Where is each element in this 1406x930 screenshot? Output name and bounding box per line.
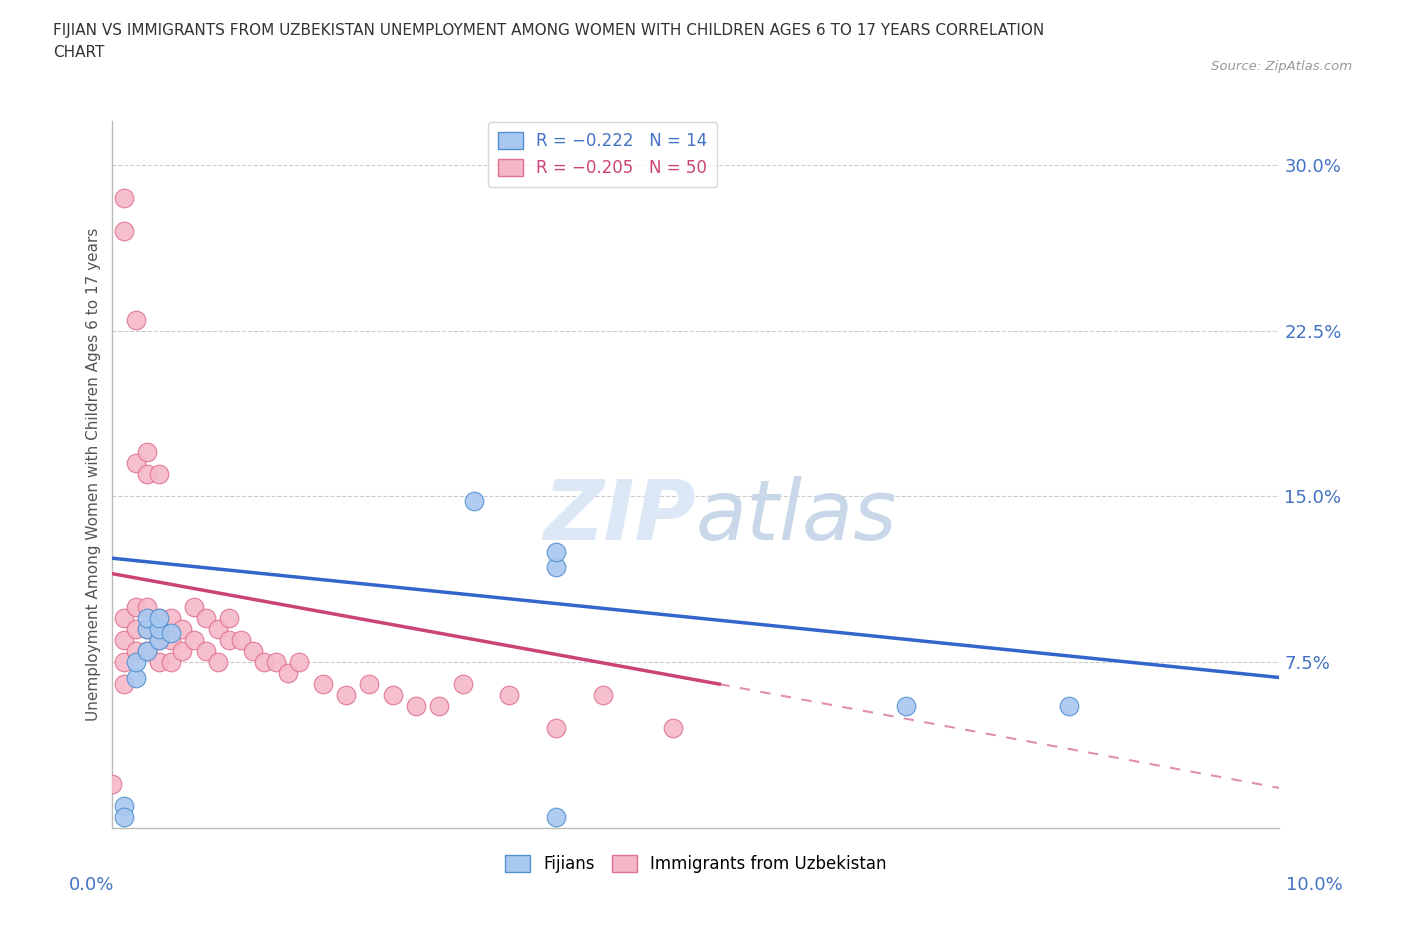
Point	[136, 644, 159, 658]
Point	[172, 621, 194, 636]
Point	[894, 698, 917, 713]
Point	[136, 621, 159, 636]
Point	[335, 688, 357, 703]
Point	[112, 677, 135, 692]
Point	[136, 610, 159, 625]
Point	[125, 621, 148, 636]
Point	[311, 677, 333, 692]
Point	[136, 600, 159, 615]
Point	[463, 493, 485, 508]
Point	[112, 224, 135, 239]
Point	[218, 610, 240, 625]
Point	[148, 655, 170, 670]
Point	[183, 600, 205, 615]
Text: atlas: atlas	[696, 476, 897, 557]
Text: ZIP: ZIP	[543, 476, 696, 557]
Point	[112, 610, 135, 625]
Point	[172, 644, 194, 658]
Point	[381, 688, 404, 703]
Point	[148, 610, 170, 625]
Point	[160, 655, 183, 670]
Point	[498, 688, 520, 703]
Point	[544, 544, 567, 559]
Text: 10.0%: 10.0%	[1286, 876, 1343, 894]
Point	[136, 644, 159, 658]
Point	[242, 644, 264, 658]
Point	[136, 467, 159, 482]
Point	[592, 688, 614, 703]
Legend: Fijians, Immigrants from Uzbekistan: Fijians, Immigrants from Uzbekistan	[499, 848, 893, 880]
Point	[661, 721, 683, 736]
Point	[112, 655, 135, 670]
Point	[544, 809, 567, 824]
Point	[544, 560, 567, 575]
Point	[276, 666, 298, 681]
Point	[1059, 698, 1081, 713]
Point	[125, 644, 148, 658]
Point	[264, 655, 287, 670]
Point	[160, 632, 183, 647]
Point	[125, 655, 148, 670]
Point	[160, 626, 183, 641]
Point	[148, 632, 170, 647]
Point	[405, 698, 427, 713]
Point	[148, 621, 170, 636]
Point	[229, 632, 252, 647]
Point	[359, 677, 381, 692]
Point	[194, 644, 217, 658]
Point	[112, 632, 135, 647]
Point	[451, 677, 474, 692]
Point	[136, 445, 159, 459]
Point	[136, 621, 159, 636]
Text: 0.0%: 0.0%	[69, 876, 114, 894]
Y-axis label: Unemployment Among Women with Children Ages 6 to 17 years: Unemployment Among Women with Children A…	[86, 228, 101, 721]
Point	[218, 632, 240, 647]
Point	[288, 655, 311, 670]
Point	[101, 776, 124, 790]
Point	[544, 721, 567, 736]
Point	[207, 621, 229, 636]
Point	[112, 809, 135, 824]
Point	[183, 632, 205, 647]
Point	[125, 312, 148, 327]
Point	[253, 655, 276, 670]
Text: FIJIAN VS IMMIGRANTS FROM UZBEKISTAN UNEMPLOYMENT AMONG WOMEN WITH CHILDREN AGES: FIJIAN VS IMMIGRANTS FROM UZBEKISTAN UNE…	[53, 23, 1045, 60]
Point	[148, 632, 170, 647]
Point	[207, 655, 229, 670]
Point	[112, 191, 135, 206]
Point	[160, 610, 183, 625]
Point	[125, 670, 148, 684]
Point	[125, 456, 148, 471]
Point	[194, 610, 217, 625]
Text: Source: ZipAtlas.com: Source: ZipAtlas.com	[1212, 60, 1353, 73]
Point	[148, 467, 170, 482]
Point	[112, 798, 135, 813]
Point	[427, 698, 450, 713]
Point	[125, 600, 148, 615]
Point	[148, 610, 170, 625]
